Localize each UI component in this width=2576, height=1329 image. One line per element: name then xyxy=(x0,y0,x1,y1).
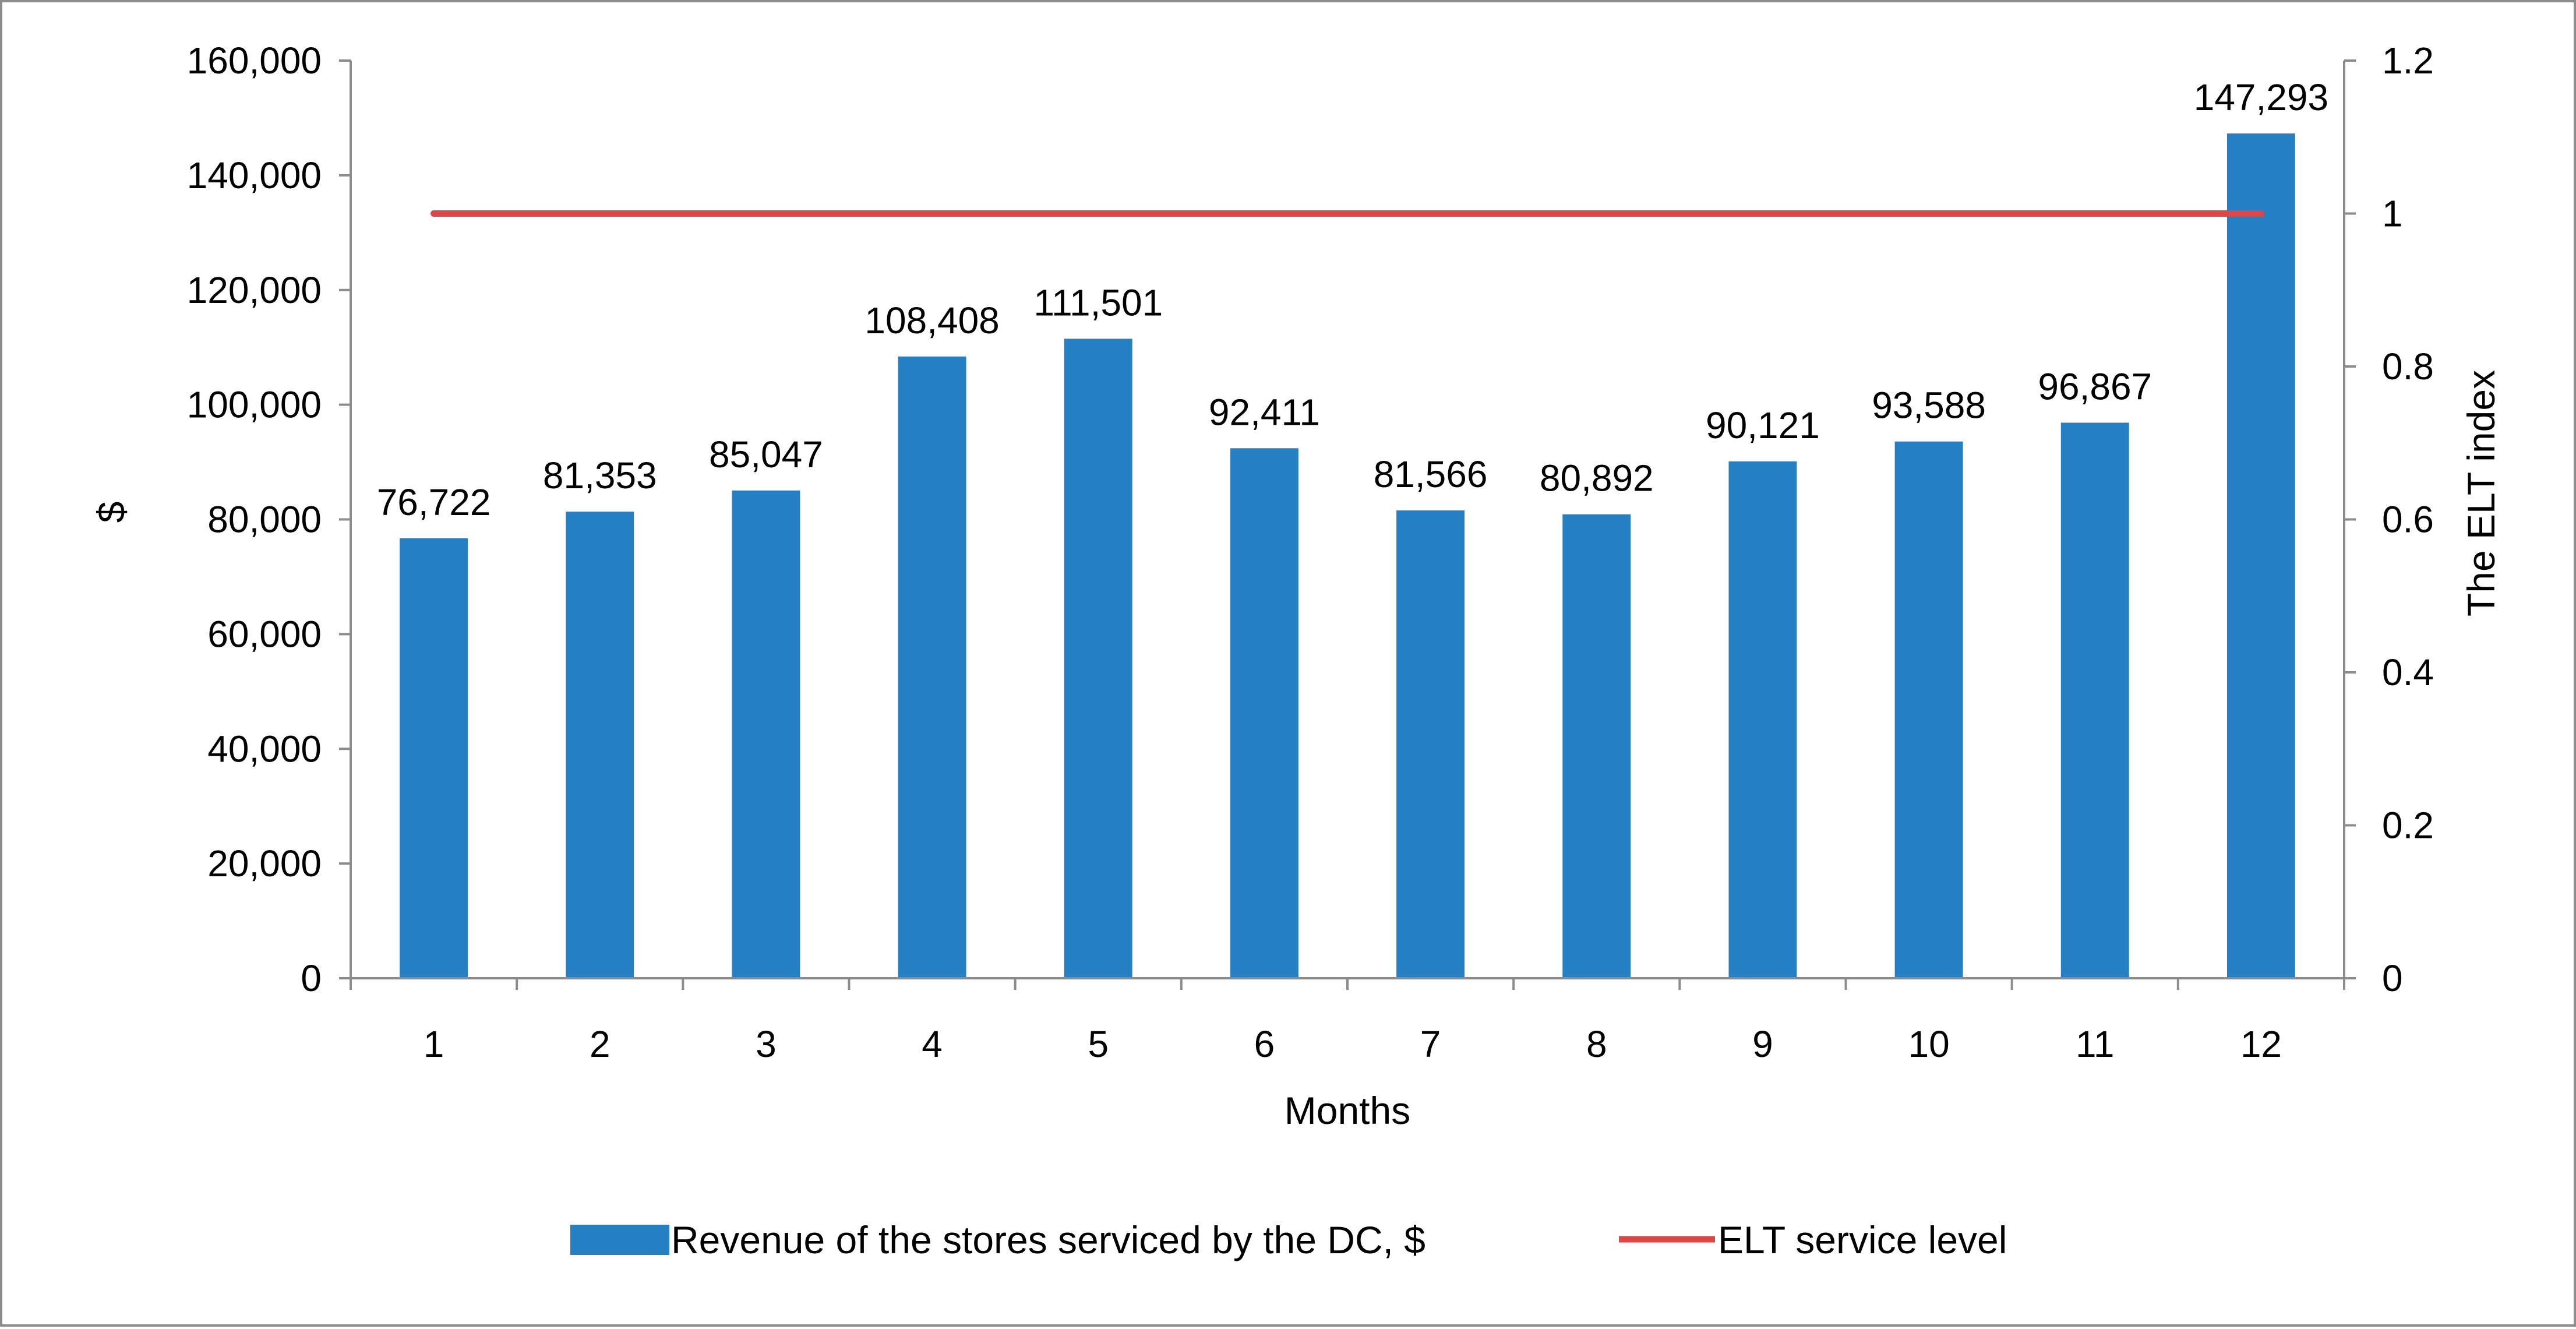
legend: Revenue of the stores serviced by the DC… xyxy=(570,1218,2007,1261)
y-tick-label: 0 xyxy=(301,957,322,999)
y-tick-label: 160,000 xyxy=(187,40,322,82)
data-labels: 76,722 81,353 85,047 108,408 111,501 92,411 81… xyxy=(377,76,2328,523)
y2-tick-label: 1.2 xyxy=(2382,40,2434,82)
bar xyxy=(1396,510,1465,978)
x-tick-label: 3 xyxy=(756,1023,777,1065)
y-tick-label: 20,000 xyxy=(207,842,322,884)
x-axis-title: Months xyxy=(1285,1089,1410,1132)
x-tick-label: 6 xyxy=(1254,1023,1275,1065)
legend-label-revenue: Revenue of the stores serviced by the DC… xyxy=(671,1218,1425,1261)
bar-value-label: 111,501 xyxy=(1033,281,1163,323)
y2-axis-title: The ELT index xyxy=(2459,370,2503,616)
bar xyxy=(566,512,634,978)
plot-area xyxy=(400,133,2295,979)
y2-tick-label: 1 xyxy=(2382,193,2403,235)
bar xyxy=(1064,339,1132,978)
x-tick-label: 12 xyxy=(2240,1023,2282,1065)
bar xyxy=(400,538,468,978)
bar-value-label: 85,047 xyxy=(709,433,823,475)
y-axis-title: $ xyxy=(90,502,133,523)
y-tick-label: 40,000 xyxy=(207,728,322,770)
bar-value-label: 81,566 xyxy=(1374,453,1488,495)
y-tick-label: 100,000 xyxy=(187,384,322,426)
axes: 0 20,000 40,000 60,000 80,000 100,000 120,000 1… xyxy=(90,40,2503,1132)
y-tick-label: 140,000 xyxy=(187,154,322,196)
bar xyxy=(898,356,966,978)
y2-tick-label: 0 xyxy=(2382,957,2403,999)
x-tick-label: 9 xyxy=(1752,1023,1773,1065)
bar-value-label: 108,408 xyxy=(864,299,999,341)
bar-value-label: 96,867 xyxy=(2038,365,2152,407)
y-tick-label: 80,000 xyxy=(207,499,322,541)
x-tick-label: 10 xyxy=(1908,1023,1949,1065)
y2-tick-label: 0.8 xyxy=(2382,346,2434,387)
x-tick-label: 4 xyxy=(922,1023,943,1065)
bar-value-label: 80,892 xyxy=(1540,457,1654,499)
legend-label-elt: ELT service level xyxy=(1718,1218,2007,1261)
x-tick-label: 1 xyxy=(424,1023,444,1065)
y-tick-label: 60,000 xyxy=(207,613,322,655)
y2-tick-label: 0.2 xyxy=(2382,805,2434,847)
bar xyxy=(1894,441,1963,978)
x-tick-label: 7 xyxy=(1420,1023,1441,1065)
x-tick-label: 5 xyxy=(1088,1023,1109,1065)
legend-swatch-revenue xyxy=(570,1225,669,1255)
bar-value-label: 93,588 xyxy=(1872,385,1986,426)
y-tick-label: 120,000 xyxy=(187,269,322,311)
y2-tick-label: 0.4 xyxy=(2382,651,2434,693)
y2-tick-label: 0.6 xyxy=(2382,499,2434,541)
bar xyxy=(732,490,800,978)
bar-value-label: 147,293 xyxy=(2194,76,2328,118)
bar-value-label: 76,722 xyxy=(377,481,491,523)
x-tick-label: 11 xyxy=(2076,1023,2114,1065)
bar-value-label: 92,411 xyxy=(1209,391,1320,433)
bar-value-label: 81,353 xyxy=(543,454,657,496)
bar xyxy=(1728,461,1797,978)
x-tick-label: 8 xyxy=(1586,1023,1607,1065)
bar xyxy=(1562,514,1631,978)
bar-value-label: 90,121 xyxy=(1706,404,1820,446)
bar xyxy=(1230,448,1298,978)
x-tick-label: 2 xyxy=(590,1023,611,1065)
bar xyxy=(2060,422,2129,978)
bar xyxy=(2226,133,2295,979)
